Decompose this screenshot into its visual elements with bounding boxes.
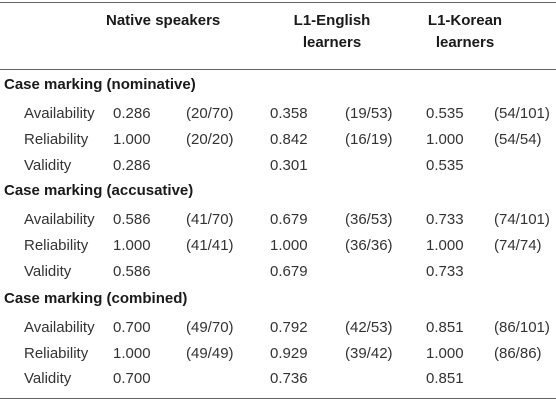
korean-ratio: (54/54): [494, 131, 542, 148]
header-l1-english-learners: L1-English learners: [293, 12, 371, 51]
native-ratio: (49/70): [186, 319, 234, 336]
row-label: Reliability: [24, 237, 89, 254]
native-value: 0.286: [113, 157, 151, 174]
section-title-accusative: Case marking (accusative): [4, 182, 194, 199]
row-label: Reliability: [24, 131, 89, 148]
english-ratio: (42/53): [345, 319, 393, 336]
table-bottom-rule: [0, 398, 556, 399]
english-ratio: (39/42): [345, 345, 393, 362]
row-label: Availability: [24, 105, 95, 122]
korean-value: 0.535: [426, 105, 464, 122]
korean-value: 1.000: [426, 131, 464, 148]
row-label: Availability: [24, 319, 95, 336]
english-value: 0.358: [270, 105, 308, 122]
english-value: 0.679: [270, 263, 308, 280]
native-ratio: (41/70): [186, 211, 234, 228]
english-ratio: (19/53): [345, 105, 393, 122]
korean-value: 0.851: [426, 319, 464, 336]
korean-value: 0.733: [426, 211, 464, 228]
row-label: Validity: [24, 370, 72, 387]
english-ratio: (36/36): [345, 237, 393, 254]
korean-value: 1.000: [426, 345, 464, 362]
korean-ratio: (54/101): [494, 105, 550, 122]
native-value: 0.700: [113, 370, 151, 387]
native-ratio: (20/20): [186, 131, 234, 148]
english-value: 0.736: [270, 370, 308, 387]
native-ratio: (41/41): [186, 237, 234, 254]
native-ratio: (49/49): [186, 345, 234, 362]
native-value: 0.586: [113, 211, 151, 228]
row-label: Validity: [24, 157, 72, 174]
row-label: Availability: [24, 211, 95, 228]
native-value: 0.286: [113, 105, 151, 122]
korean-value: 1.000: [426, 237, 464, 254]
section-title-nominative: Case marking (nominative): [4, 76, 196, 93]
header-native-speakers: Native speakers: [106, 12, 221, 29]
english-value: 1.000: [270, 237, 308, 254]
english-ratio: (16/19): [345, 131, 393, 148]
english-value: 0.842: [270, 131, 308, 148]
row-label: Validity: [24, 263, 72, 280]
table-top-rule: [0, 2, 556, 3]
native-value: 1.000: [113, 345, 151, 362]
native-value: 0.586: [113, 263, 151, 280]
native-value: 1.000: [113, 237, 151, 254]
native-ratio: (20/70): [186, 105, 234, 122]
korean-ratio: (86/101): [494, 319, 550, 336]
english-ratio: (36/53): [345, 211, 393, 228]
korean-ratio: (86/86): [494, 345, 542, 362]
korean-ratio: (74/74): [494, 237, 542, 254]
row-label: Reliability: [24, 345, 89, 362]
english-value: 0.792: [270, 319, 308, 336]
korean-value: 0.733: [426, 263, 464, 280]
header-l1-korean-learners: L1-Korean learners: [427, 12, 503, 51]
english-value: 0.679: [270, 211, 308, 228]
native-value: 1.000: [113, 131, 151, 148]
english-value: 0.301: [270, 157, 308, 174]
korean-ratio: (74/101): [494, 211, 550, 228]
header-rule: [0, 69, 556, 70]
korean-value: 0.535: [426, 157, 464, 174]
native-value: 0.700: [113, 319, 151, 336]
english-value: 0.929: [270, 345, 308, 362]
korean-value: 0.851: [426, 370, 464, 387]
section-title-combined: Case marking (combined): [4, 290, 188, 307]
